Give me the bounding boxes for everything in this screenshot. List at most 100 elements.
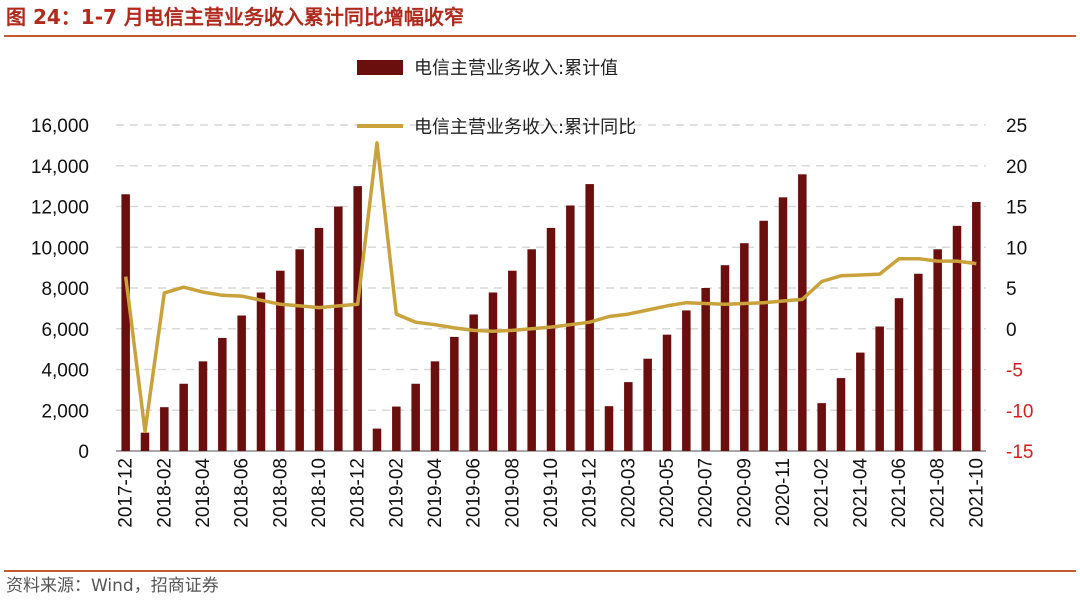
x-tick-label: 2020-05 (657, 458, 678, 528)
line-series (123, 141, 977, 434)
bar (411, 383, 420, 451)
x-tick-label: 2020-07 (696, 458, 717, 528)
right-tick-label: 10 (1006, 238, 1027, 259)
x-tick-label: 2021-10 (966, 458, 987, 528)
x-tick-label: 2019-12 (580, 458, 601, 528)
chart-title: 图 24：1-7 月电信主营业务收入累计同比增幅收窄 (6, 5, 464, 29)
bar (527, 249, 536, 451)
right-tick-label: -5 (1006, 361, 1023, 382)
left-tick-label: 16,000 (31, 116, 89, 137)
bar (140, 432, 150, 451)
bar (237, 315, 246, 451)
x-tick-label: 2019-10 (541, 458, 562, 528)
right-axis: -15 -10 -5 0 5 10 15 20 25 (1006, 116, 1033, 463)
x-tick-label: 2020-09 (734, 458, 755, 528)
x-tick-label: 2020-11 (773, 458, 794, 526)
bar (740, 243, 749, 451)
bar (218, 337, 227, 451)
bar (875, 326, 884, 451)
left-axis: 0 2,000 4,000 6,000 8,000 10,000 12,000 14,000 1… (31, 116, 89, 463)
bar (372, 428, 382, 451)
x-tick-label: 2018-12 (348, 458, 369, 528)
bar (256, 292, 266, 451)
bar (469, 314, 478, 451)
left-tick-label: 10,000 (31, 238, 89, 259)
bar (604, 406, 614, 451)
bar (546, 227, 556, 451)
x-tick-label: 2019-02 (386, 458, 407, 528)
bar (334, 206, 343, 451)
bar (488, 292, 498, 451)
bar (160, 407, 169, 451)
left-tick-label: 12,000 (31, 198, 89, 219)
right-tick-label: -15 (1006, 442, 1033, 463)
legend-bar-swatch (357, 60, 403, 75)
x-tick-label: 2021-04 (850, 458, 871, 528)
legend-bar-label: 电信主营业务收入:累计值 (414, 58, 618, 79)
x-axis: 2017-12 2018-02 2018-04 2018-06 2018-08 2018-… (116, 458, 988, 528)
bar (643, 358, 652, 451)
x-tick-label: 2018-02 (154, 458, 175, 528)
bar (624, 382, 633, 451)
bar (662, 334, 672, 451)
bar (353, 186, 362, 451)
legend-item-line[interactable]: 电信主营业务收入:累计同比 (357, 117, 636, 138)
bar (798, 174, 807, 451)
title-rule (4, 35, 1076, 37)
x-tick-label: 2019-08 (502, 458, 523, 528)
left-tick-label: 6,000 (41, 320, 89, 341)
left-tick-label: 8,000 (41, 279, 89, 300)
legend[interactable]: 电信主营业务收入:累计值 电信主营业务收入:累计同比 (357, 58, 636, 138)
bar (914, 273, 923, 451)
bar (314, 227, 324, 451)
right-tick-label: 0 (1006, 320, 1017, 341)
left-tick-label: 0 (78, 442, 89, 463)
right-tick-label: 20 (1006, 157, 1027, 178)
yoy-line (123, 141, 977, 434)
x-tick-label: 2017-12 (116, 458, 137, 528)
legend-item-bar[interactable]: 电信主营业务收入:累计值 (357, 58, 618, 79)
bar (856, 352, 865, 451)
bar (392, 406, 401, 451)
bar (952, 225, 962, 451)
bar (198, 361, 208, 451)
bar (179, 383, 188, 451)
x-tick-label: 2018-04 (193, 458, 214, 528)
left-tick-label: 14,000 (31, 157, 89, 178)
x-tick-label: 2018-08 (270, 458, 291, 528)
bar (817, 403, 826, 451)
bar-series (121, 174, 981, 451)
bar (585, 184, 594, 451)
x-tick-label: 2019-04 (425, 458, 446, 528)
bar (836, 378, 846, 451)
bar (701, 288, 710, 451)
bar (430, 361, 440, 451)
bar (778, 197, 788, 451)
bar (972, 202, 981, 451)
right-tick-label: 5 (1006, 279, 1017, 300)
left-tick-label: 4,000 (41, 361, 89, 382)
left-tick-label: 2,000 (41, 401, 89, 422)
legend-line-label: 电信主营业务收入:累计同比 (414, 117, 636, 138)
x-tick-label: 2021-06 (889, 458, 910, 528)
bar (295, 249, 304, 451)
bar (566, 205, 575, 451)
right-tick-label: -10 (1006, 401, 1033, 422)
bar (508, 270, 517, 451)
x-tick-label: 2018-10 (309, 458, 330, 528)
chart: 0 2,000 4,000 6,000 8,000 10,000 12,000 14,000 1… (31, 58, 1034, 528)
x-tick-label: 2019-06 (464, 458, 485, 528)
bar (894, 298, 904, 451)
x-tick-label: 2021-02 (812, 458, 833, 528)
bar (682, 310, 691, 451)
x-tick-label: 2021-08 (928, 458, 949, 528)
bar (121, 194, 130, 451)
bar (276, 270, 285, 451)
bar (933, 249, 942, 451)
right-tick-label: 25 (1006, 116, 1027, 137)
bar (759, 220, 768, 451)
right-tick-label: 15 (1006, 198, 1027, 219)
x-tick-label: 2018-06 (232, 458, 253, 528)
x-tick-label: 2020-03 (618, 458, 639, 528)
bar (720, 265, 730, 451)
